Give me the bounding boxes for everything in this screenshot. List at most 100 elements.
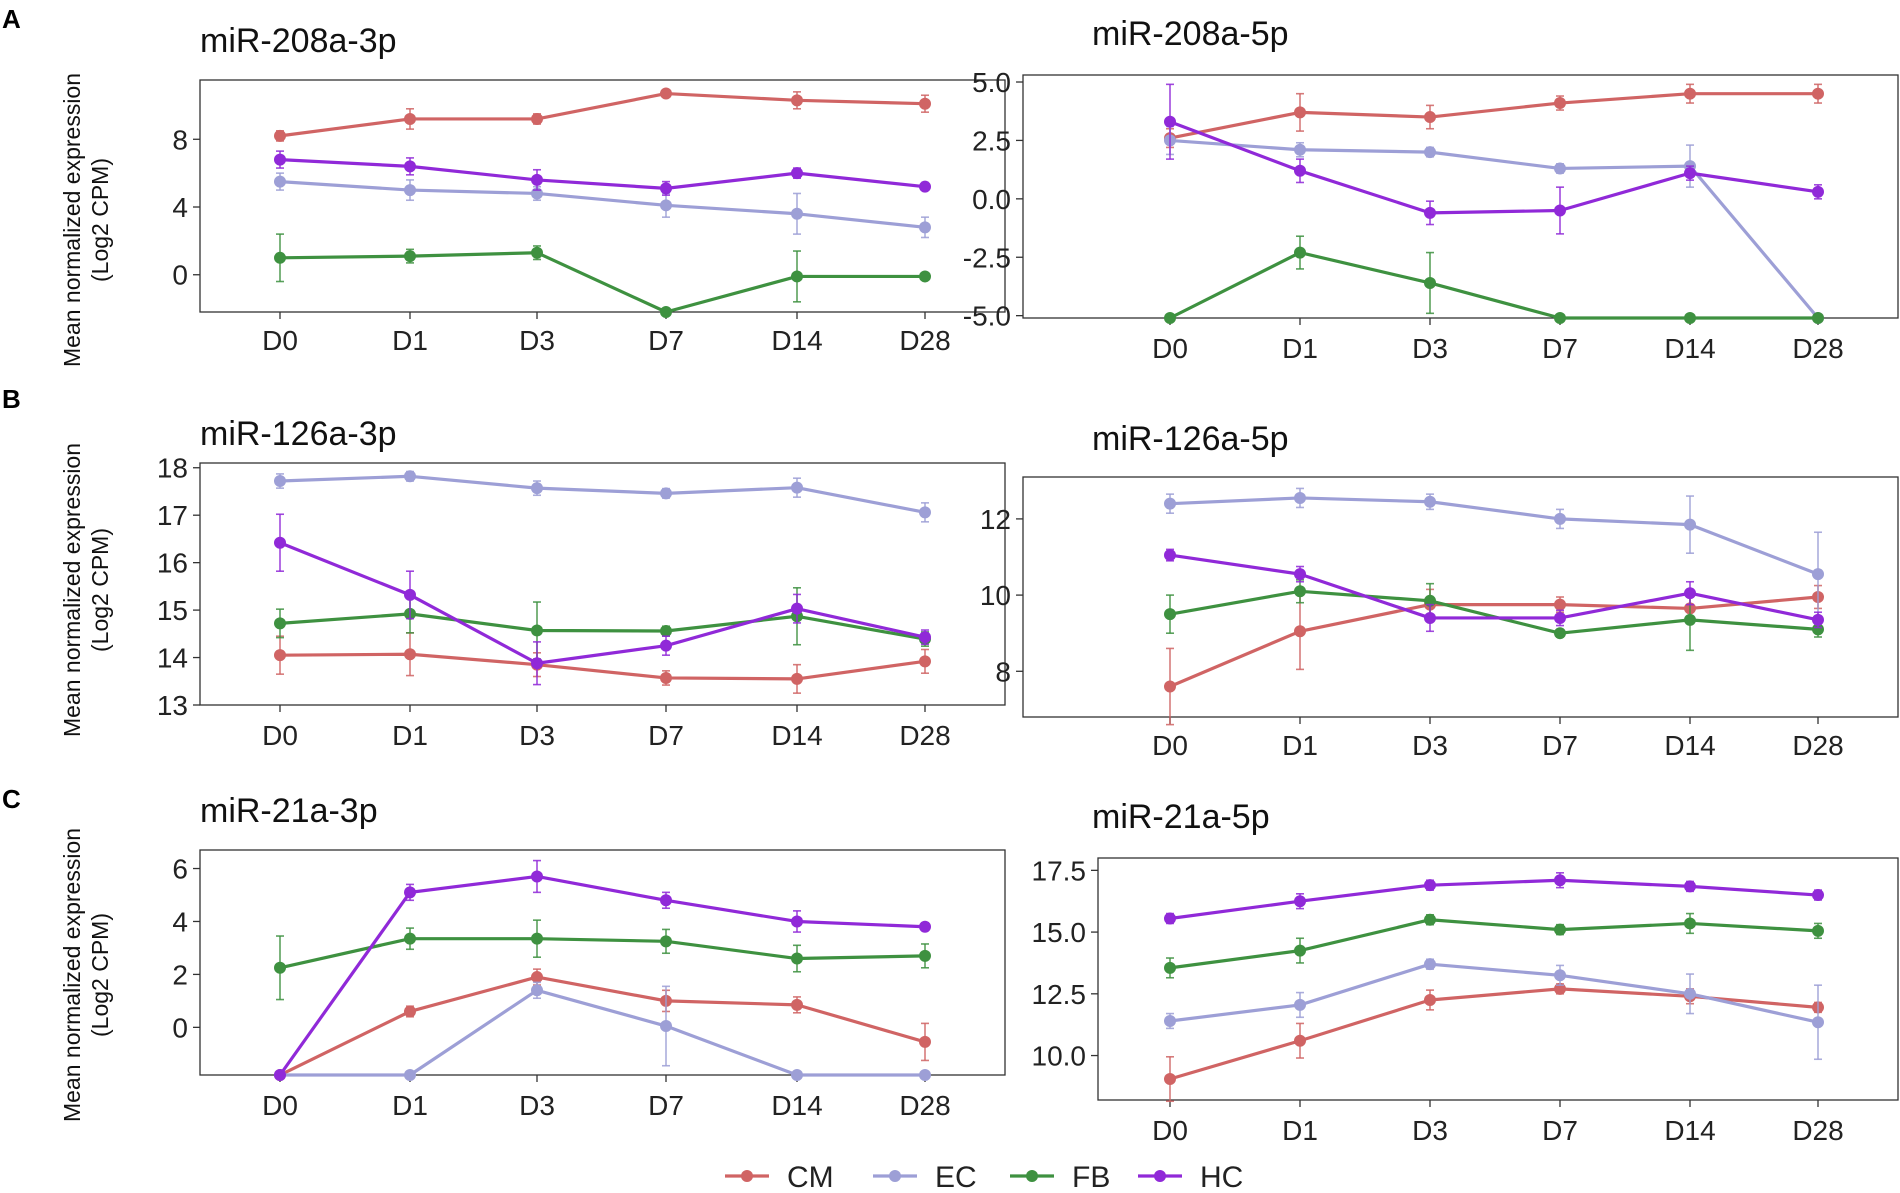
x-tick-label: D3 [1412, 333, 1448, 364]
series-line [279, 180, 926, 229]
x-tick-label: D14 [1664, 333, 1715, 364]
legend-label: FB [1072, 1161, 1110, 1193]
data-point [1424, 913, 1436, 926]
data-point [1164, 115, 1176, 128]
chart-miR-21a-5p: miR-21a-5p 10.0 12.5 15.0 17.5 D0 D1 D3 D7 D14 D28 [1032, 798, 1899, 1146]
panel-letters: A B C [2, 4, 21, 814]
data-point [791, 207, 803, 220]
y-tick-label: 0 [172, 260, 188, 291]
x-tick-label: D7 [1542, 333, 1578, 364]
x-tick-label: D7 [648, 720, 684, 751]
data-point [660, 87, 672, 100]
data-point [1164, 608, 1176, 621]
x-tick-label: D14 [771, 720, 822, 751]
x-tick-label: D0 [1152, 333, 1188, 364]
data-point [531, 984, 543, 997]
series-line [1169, 918, 1819, 970]
series-line [279, 91, 926, 138]
data-point [919, 920, 931, 933]
data-point [1164, 912, 1176, 925]
data-point [404, 470, 416, 483]
panel-letter-b: B [2, 384, 21, 414]
x-tick-label: D1 [1282, 1115, 1318, 1146]
data-point [919, 949, 931, 962]
x-tick-label: D0 [1152, 1115, 1188, 1146]
data-point [1812, 613, 1824, 626]
plot-frame [199, 79, 1006, 313]
data-point [1812, 889, 1824, 902]
data-point [791, 1069, 803, 1081]
data-point [791, 94, 803, 107]
x-tick-label: D1 [392, 720, 428, 751]
series-line [1169, 92, 1818, 140]
series-EC [1164, 487, 1824, 617]
data-point [274, 617, 286, 630]
x-tick-label: D3 [519, 325, 555, 356]
series-line [279, 937, 926, 970]
data-point [919, 1035, 931, 1048]
data-point [660, 624, 672, 637]
data-point [1424, 111, 1436, 124]
series-CM [1164, 584, 1824, 726]
chart-title: miR-126a-3p [200, 415, 397, 453]
x-tick-label: D1 [392, 325, 428, 356]
y-tick-label: 5.0 [972, 67, 1011, 98]
data-point [404, 184, 416, 197]
series-line [1169, 595, 1819, 688]
data-point [1164, 497, 1176, 510]
legend-item-FB: FB [1010, 1161, 1110, 1193]
legend-item-EC: EC [873, 1161, 977, 1193]
data-point [919, 270, 931, 283]
series-HC [274, 513, 931, 686]
data-point [1164, 549, 1176, 562]
chart-title: miR-208a-5p [1092, 15, 1289, 53]
x-tick-label: D28 [899, 720, 950, 751]
series-line [280, 988, 925, 1077]
data-point [1424, 958, 1436, 971]
data-point [791, 952, 803, 965]
series-line [278, 874, 926, 1076]
series-EC [274, 981, 931, 1081]
series-line [1169, 250, 1818, 320]
data-point [660, 487, 672, 500]
y-tick-label: 13 [157, 690, 188, 721]
data-point [274, 475, 286, 488]
data-point [1424, 993, 1436, 1006]
data-point [1684, 312, 1696, 324]
data-point [274, 251, 286, 264]
legend-item-HC: HC [1138, 1161, 1243, 1193]
data-point [274, 129, 286, 142]
y-axis-label-line1: Mean normalized expression [59, 828, 85, 1122]
legend-swatch-dot [1026, 1170, 1038, 1182]
data-point [531, 657, 543, 670]
data-point [531, 173, 543, 186]
y-tick-label: 4 [172, 192, 188, 223]
data-point [1294, 998, 1306, 1011]
y-tick-label: -5.0 [963, 301, 1011, 332]
data-point [1684, 518, 1696, 531]
series-line [279, 251, 925, 314]
data-point [404, 250, 416, 263]
data-point [1812, 312, 1824, 324]
data-point [1294, 143, 1306, 156]
x-tick-label: D7 [648, 325, 684, 356]
y-tick-label: 4 [172, 906, 188, 937]
data-point [919, 631, 931, 644]
series-CM [274, 968, 931, 1081]
data-point [660, 306, 672, 318]
data-point [1164, 680, 1176, 693]
series-HC [274, 150, 931, 196]
series-EC [1164, 125, 1824, 324]
data-point [1812, 185, 1824, 198]
data-point [404, 112, 416, 125]
data-point [919, 97, 931, 110]
data-point [1294, 585, 1306, 598]
series-line [1169, 589, 1819, 635]
plot-frame [199, 849, 1006, 1076]
x-tick-label: D28 [899, 1090, 950, 1121]
data-point [791, 998, 803, 1011]
data-point [274, 961, 286, 974]
data-point [404, 886, 416, 899]
chart-miR-208a-3p: miR-208a-3p 0 4 8 D0 D1 D3 D7 D14 D28 [172, 22, 1006, 356]
